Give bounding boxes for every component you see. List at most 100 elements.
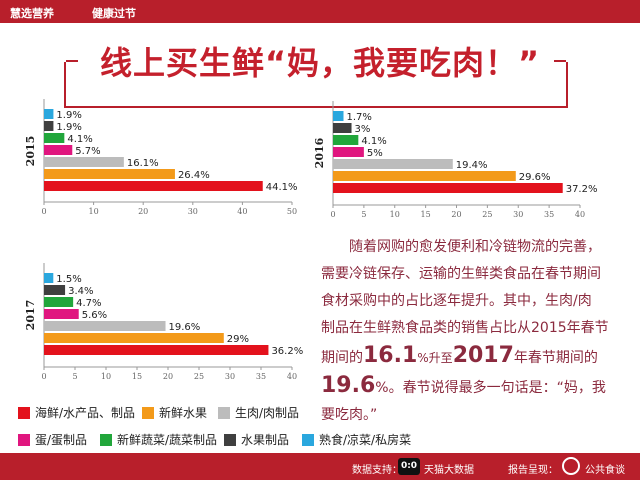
data-label: 4.1% xyxy=(67,134,92,145)
data-source: 天猫大数据 xyxy=(424,465,474,476)
data-label: 19.4% xyxy=(456,160,488,171)
bar xyxy=(333,135,359,145)
data-label: 29.6% xyxy=(519,172,551,183)
x-tick-label: 10 xyxy=(89,207,99,216)
bar xyxy=(44,273,54,283)
header-right: 健康过节 xyxy=(92,7,136,20)
legend-swatch xyxy=(100,433,112,446)
bar xyxy=(44,133,65,143)
bar xyxy=(44,157,124,167)
report-source: 公共食谈 xyxy=(585,465,625,476)
data-label: 19.6% xyxy=(169,322,201,333)
bar xyxy=(44,321,166,331)
x-tick-label: 15 xyxy=(132,372,142,381)
highlight-2017: 19.6 xyxy=(321,373,376,398)
legend-label: 新鲜水果 xyxy=(159,406,208,420)
highlight-year: 2017 xyxy=(452,343,514,368)
legend-swatch xyxy=(18,406,30,419)
x-tick-label: 25 xyxy=(194,372,204,381)
legend-label: 海鲜/水产品、制品 xyxy=(35,406,136,420)
para-line: 要吃肉。” xyxy=(321,407,378,423)
data-label: 1.5% xyxy=(56,274,81,285)
x-tick-label: 15 xyxy=(421,210,431,219)
data-label: 44.1% xyxy=(266,182,298,193)
header-left: 慧选营养 xyxy=(10,7,54,20)
bar xyxy=(333,183,563,193)
x-tick-label: 20 xyxy=(163,372,173,381)
top-banner: 慧选营养 健康过节 xyxy=(0,0,640,23)
year-label: 2017 xyxy=(24,300,37,331)
x-tick-label: 35 xyxy=(544,210,554,219)
description-paragraph: 随着网购的愈发便利和冷链物流的完善， 需要冷链保存、运输的生鲜类食品在春节期间 … xyxy=(321,234,611,429)
text: 期间的 xyxy=(321,350,363,366)
para-line: 19.6%。春节说得最多一句话是：“妈，我 xyxy=(321,372,611,402)
x-tick-label: 40 xyxy=(237,207,247,216)
data-label: 16.1% xyxy=(127,158,159,169)
data-label: 3% xyxy=(355,124,371,135)
bowl-logo-icon xyxy=(562,457,580,475)
para-line: 需要冷链保存、运输的生鲜类食品在春节期间 xyxy=(321,266,601,282)
x-tick-label: 5 xyxy=(361,210,366,219)
bar xyxy=(333,159,453,169)
data-label: 5% xyxy=(367,148,383,159)
bar xyxy=(44,333,224,343)
data-label: 数据支持： xyxy=(352,465,402,476)
data-label: 5.7% xyxy=(75,146,100,157)
bar xyxy=(44,309,79,319)
bar xyxy=(44,285,66,295)
legend-label: 生肉/肉制品 xyxy=(235,406,300,420)
x-tick-label: 40 xyxy=(287,372,297,381)
bar xyxy=(44,297,74,307)
legend-item: 新鲜水果 xyxy=(142,404,207,421)
footer-bar: 数据支持： 天猫大数据 报告呈现： 公共食谈 xyxy=(0,453,640,480)
x-tick-label: 0 xyxy=(41,372,46,381)
legend-swatch xyxy=(218,406,230,419)
data-label: 3.4% xyxy=(68,286,93,297)
data-label: 4.7% xyxy=(76,298,101,309)
legend-label: 新鲜蔬菜/蔬菜制品 xyxy=(117,433,218,447)
x-tick-label: 30 xyxy=(225,372,235,381)
bar xyxy=(44,121,54,131)
data-label: 5.6% xyxy=(82,310,107,321)
para-line: 期间的16.1%升至2017年春节期间的 xyxy=(321,342,611,372)
x-tick-label: 10 xyxy=(390,210,400,219)
x-tick-label: 30 xyxy=(513,210,523,219)
para-line: 食材采购中的占比逐年提升。其中，生肉/肉 xyxy=(321,293,592,309)
report-label: 报告呈现： xyxy=(508,465,558,476)
legend-item: 生肉/肉制品 xyxy=(218,404,299,421)
x-tick-label: 20 xyxy=(138,207,148,216)
text: 年春节期间的 xyxy=(513,350,598,366)
x-tick-label: 35 xyxy=(256,372,266,381)
data-label: 29% xyxy=(227,334,249,345)
legend-item: 蛋/蛋制品 xyxy=(18,431,87,448)
bar xyxy=(333,147,364,157)
x-tick-label: 50 xyxy=(287,207,297,216)
x-tick-label: 5 xyxy=(72,372,77,381)
year-label: 2016 xyxy=(313,137,326,168)
data-label: 26.4% xyxy=(178,170,210,181)
legend-swatch xyxy=(302,433,314,446)
para-line: 随着网购的愈发便利和冷链物流的完善， xyxy=(349,239,601,255)
text: %。春节说得最多一句话是：“妈，我 xyxy=(375,380,606,396)
tmall-logo-icon: 0:0 xyxy=(398,458,420,475)
x-tick-label: 30 xyxy=(188,207,198,216)
bar xyxy=(333,123,352,133)
x-tick-label: 25 xyxy=(482,210,492,219)
data-label: 4.1% xyxy=(361,136,386,147)
text: %升至 xyxy=(417,351,453,365)
legend-item: 水果制品 xyxy=(224,431,289,448)
x-tick-label: 0 xyxy=(41,207,46,216)
legend-label: 蛋/蛋制品 xyxy=(35,433,88,447)
bar xyxy=(333,171,516,181)
legend-swatch xyxy=(18,433,30,446)
x-tick-label: 40 xyxy=(575,210,585,219)
data-label: 1.9% xyxy=(56,110,81,121)
data-label: 1.7% xyxy=(346,112,371,123)
year-label: 2015 xyxy=(24,136,37,167)
page-title: 线上买生鲜“妈，我要吃肉！” xyxy=(80,38,560,84)
data-label: 1.9% xyxy=(56,122,81,133)
title-frame xyxy=(64,60,568,108)
legend-label: 水果制品 xyxy=(241,433,290,447)
legend-item: 海鲜/水产品、制品 xyxy=(18,404,135,421)
